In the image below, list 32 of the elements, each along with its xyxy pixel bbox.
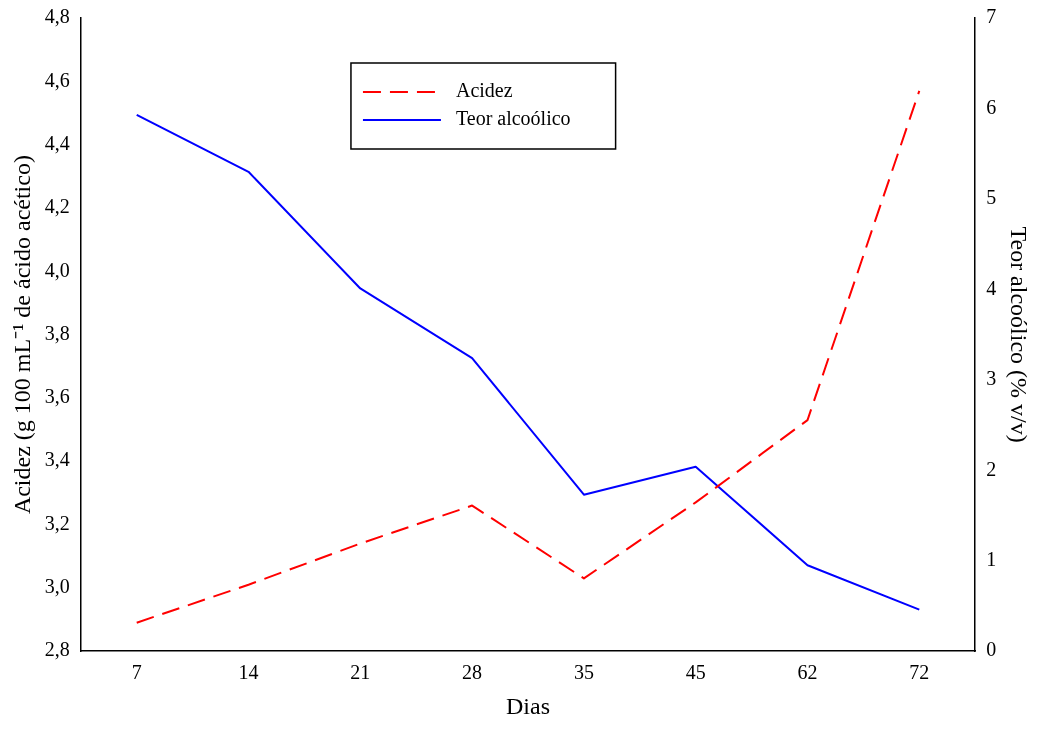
x-tick-label: 28 [462, 661, 483, 684]
y-tick-label: 4,8 [44, 5, 70, 28]
x-tick-label: 62 [797, 661, 818, 684]
y2-axis-title: Teor alcoólico (% v/v) [1006, 226, 1033, 443]
y2-tick-label: 3 [986, 367, 997, 390]
y2-tick-label: 5 [986, 186, 997, 209]
y-tick-label: 4,2 [44, 195, 70, 218]
y2-tick-label: 2 [986, 457, 997, 480]
y2-tick-label: 7 [986, 5, 997, 28]
x-tick-label: 45 [685, 661, 706, 684]
x-tick-label: 14 [238, 661, 259, 684]
y-tick-label: 3,0 [44, 575, 70, 598]
legend-label: Acidez [455, 79, 513, 102]
x-axis-title: Dias [506, 692, 550, 719]
y2-tick-label: 6 [986, 95, 997, 118]
y-tick-label: 2,8 [44, 638, 70, 661]
y-axis-title: Acidez (g 100 mL⁻¹ de ácido acético) [8, 155, 35, 515]
x-tick-label: 7 [131, 661, 142, 684]
y-tick-label: 3,6 [44, 385, 70, 408]
y-tick-label: 3,2 [44, 511, 70, 534]
y-tick-label: 4,6 [44, 68, 70, 91]
x-tick-label: 21 [350, 661, 371, 684]
y2-tick-label: 1 [986, 547, 997, 570]
y2-tick-label: 4 [986, 276, 997, 299]
y2-tick-label: 0 [986, 638, 997, 661]
legend-label: Teor alcoólico [455, 107, 571, 130]
x-tick-label: 72 [909, 661, 930, 684]
y-tick-label: 4,4 [44, 131, 70, 154]
y-tick-label: 3,8 [44, 321, 70, 344]
x-tick-label: 35 [573, 661, 594, 684]
y-tick-label: 4,0 [44, 258, 70, 281]
y-tick-label: 3,4 [44, 448, 70, 471]
